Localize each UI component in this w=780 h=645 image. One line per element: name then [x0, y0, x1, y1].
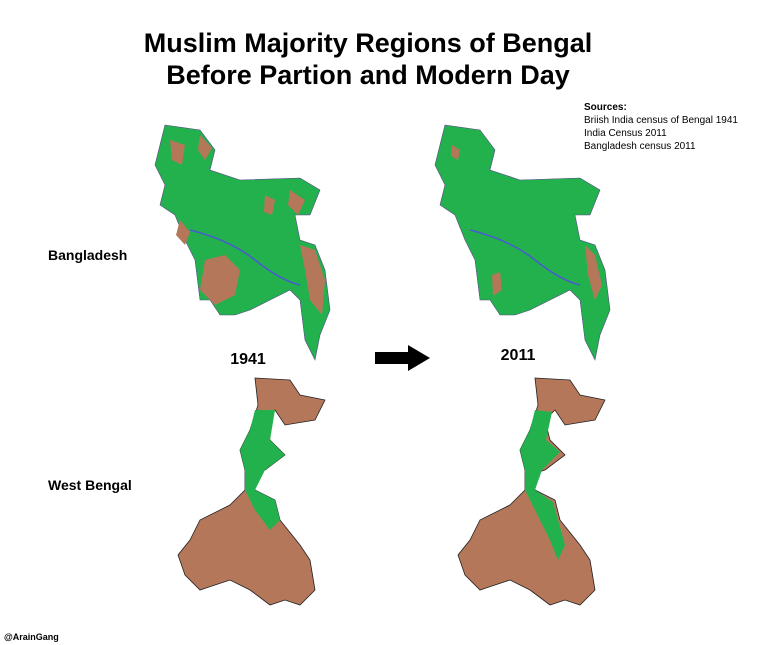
credit: @ArainGang	[4, 632, 59, 642]
arrow	[375, 345, 430, 371]
map-west-bengal-1941	[177, 377, 326, 606]
map-bangladesh-1941	[154, 124, 331, 361]
year-label: 2011	[501, 347, 536, 364]
row-label: West Bengal	[48, 477, 132, 493]
sources-heading: Sources:	[584, 102, 627, 113]
title-line: Before Partion and Modern Day	[166, 60, 570, 90]
source-item: India Census 2011	[584, 128, 667, 139]
source-item: Bangladesh census 2011	[584, 141, 696, 152]
source-item: Briish India census of Bengal 1941	[584, 115, 738, 126]
map-west-bengal-2011	[457, 377, 606, 606]
year-label: 1941	[230, 351, 266, 368]
title-line: Muslim Majority Regions of Bengal	[144, 28, 593, 58]
map-bangladesh-2011	[434, 124, 611, 361]
row-label: Bangladesh	[48, 247, 127, 263]
